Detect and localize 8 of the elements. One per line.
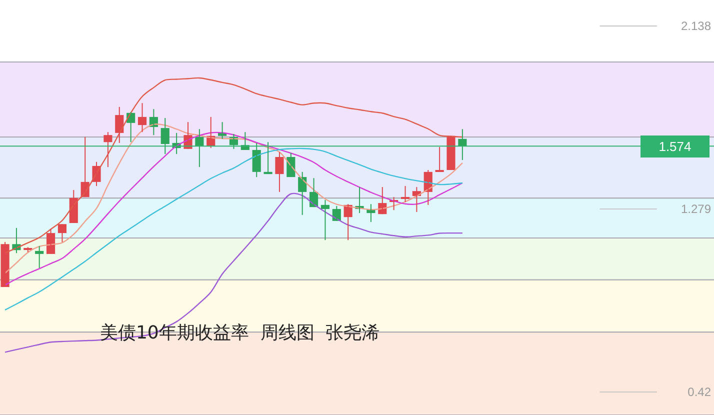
candlestick	[275, 152, 284, 192]
line-series	[4, 148, 464, 311]
y-tick-label: 1.279	[680, 202, 712, 216]
y-tick-label: 2.138	[680, 19, 712, 34]
line-series	[4, 192, 464, 353]
y-tick-label: 0.42	[688, 385, 712, 400]
ref-line-label: 1.574	[658, 139, 692, 154]
line-series	[4, 77, 464, 254]
